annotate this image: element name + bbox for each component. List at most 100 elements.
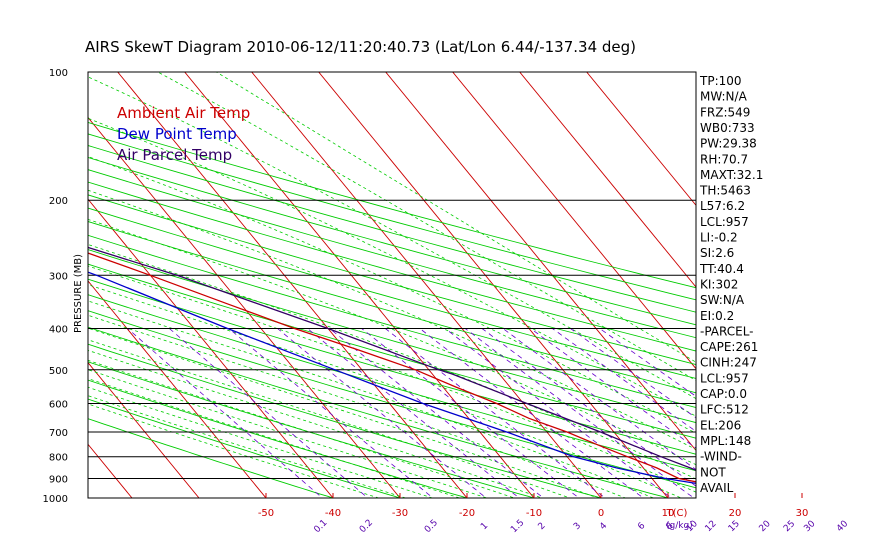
dry-adiabat-line [88, 343, 603, 498]
dry-adiabat-line [88, 121, 696, 289]
dry-adiabat-line [88, 326, 670, 498]
moist-adiabat-line [88, 369, 489, 498]
mixing-ratio-tick-label: 8 [664, 521, 675, 532]
stat-item: TH:5463 [699, 184, 751, 198]
isotherm-line [251, 72, 602, 498]
stat-item: CAPE:261 [700, 340, 758, 354]
moist-adiabat-line [88, 218, 696, 466]
isotherm-line [385, 72, 696, 452]
moist-adiabat-line [88, 327, 599, 498]
dry-adiabat-line [88, 418, 335, 498]
moist-adiabat-line [88, 284, 683, 498]
bottom-temp-tick-label: 30 [796, 508, 809, 519]
dry-adiabat-line [88, 181, 696, 352]
dry-adiabat-line [88, 194, 696, 366]
pressure-tick-label: 600 [49, 399, 68, 410]
series-layer [88, 246, 696, 485]
mixing-ratio-tick-label: 1.5 [509, 518, 526, 535]
dry-adiabat-line [88, 398, 402, 498]
stat-item: LI:-0.2 [700, 231, 738, 245]
mixing-ratio-tick-label: 0.2 [358, 518, 375, 535]
stat-item: MPL:148 [700, 434, 751, 448]
mixing-ratio-line [277, 328, 487, 498]
dry-adiabat-line [88, 169, 696, 339]
mixing-ratio-tick-label: 3 [572, 521, 583, 532]
mixing-ratio-unit-label: (g/kg) [666, 521, 693, 531]
mixing-ratio-line [228, 328, 434, 498]
bottom-temp-tick-label: -40 [325, 508, 341, 519]
mixing-ratio-line [127, 328, 324, 498]
moist-adiabat-line [88, 76, 696, 400]
pressure-tick-label: 900 [49, 475, 68, 486]
isotherm-line [519, 72, 696, 288]
pressure-tick-label: 300 [49, 271, 68, 282]
stat-item: LCL:957 [700, 371, 749, 385]
stat-item: TT:40.4 [699, 262, 744, 276]
pressure-axis: 100 200 300 400 500 600 700 800 900 1000 [43, 68, 68, 505]
legend-dewpoint: Dew Point Temp [117, 125, 237, 143]
isotherm-line [452, 72, 696, 370]
mixing-ratio-line [570, 328, 696, 419]
pressure-tick-label: 1000 [43, 494, 68, 505]
stat-item: LFC:512 [700, 403, 749, 417]
isotherm-line [88, 198, 334, 498]
bottom-temp-tick-label: 0 [598, 508, 604, 519]
moist-adiabat-line [88, 350, 544, 498]
bottom-temp-tick-label: -30 [392, 508, 408, 519]
chart-title: AIRS SkewT Diagram 2010-06-12/11:20:40.7… [85, 38, 636, 56]
pressure-tick-label: 700 [49, 428, 68, 439]
stat-item: MAXT:32.1 [700, 168, 763, 182]
stat-item: NOT [700, 465, 726, 479]
dry-adiabat-line [88, 145, 696, 313]
mixing-ratio-tick-label: 0.1 [312, 518, 329, 535]
stat-item: SW:N/A [700, 293, 745, 307]
bottom-temp-tick-label: -10 [526, 508, 542, 519]
moist-adiabat-line [88, 265, 696, 493]
isotherm-line [88, 361, 200, 498]
y-axis-label: PRESSURE (MB) [73, 254, 84, 333]
stat-item: AVAIL [700, 481, 734, 495]
moist-adiabat-line [88, 244, 696, 480]
moist-adiabat-line [88, 339, 572, 498]
isotherm-line [88, 116, 401, 498]
dry-adiabat-line [88, 361, 536, 498]
mixing-ratio-line [329, 328, 545, 498]
mixing-ratio-tick-label: 40 [835, 519, 850, 534]
stat-item: EL:206 [700, 418, 741, 432]
isotherm-line [88, 280, 267, 498]
dry-adiabat-line [88, 221, 696, 394]
stat-item: TP:100 [699, 74, 742, 88]
stat-item: -WIND- [700, 450, 742, 464]
plot-frame [87, 71, 697, 499]
bottom-temp-tick-label: -50 [258, 508, 274, 519]
mixing-ratio-line [307, 328, 520, 498]
moist-adiabat-line [88, 359, 516, 498]
mixing-ratio-line [385, 328, 606, 498]
isotherm-line [184, 72, 535, 498]
mixing-ratio-line [530, 328, 696, 449]
mixing-ratio-tick-label: 1 [479, 521, 490, 532]
pressure-tick-label: 200 [49, 196, 68, 207]
stat-item: CINH:247 [700, 356, 757, 370]
stat-item: -PARCEL- [700, 324, 754, 338]
isotherm-line [0, 63, 72, 508]
ambient-temp-line [88, 252, 696, 483]
moist-adiabat-line [88, 314, 627, 498]
moist-adiabat-line [157, 72, 696, 381]
moist-adiabat-line [88, 189, 696, 450]
dry-adiabat-line [88, 133, 696, 301]
dry-adiabat-line [88, 156, 696, 326]
dry-adiabat-line [88, 263, 696, 439]
bottom-temp-unit-label: T(C) [666, 508, 688, 519]
mixing-ratio-tick-label: 2 [537, 521, 548, 532]
bottom-temp-axis: -50 -40 -30 -20 -10 0 10 20 30 T(C) [258, 493, 809, 519]
moist-adiabat-line [88, 117, 696, 417]
stat-item: LCL:957 [700, 215, 749, 229]
mixing-ratio-tick-label: 15 [727, 519, 742, 534]
legend: Ambient Air Temp Dew Point Temp Air Parc… [117, 104, 250, 164]
stat-item: SI:2.6 [700, 246, 734, 260]
legend-parcel: Air Parcel Temp [117, 146, 232, 164]
